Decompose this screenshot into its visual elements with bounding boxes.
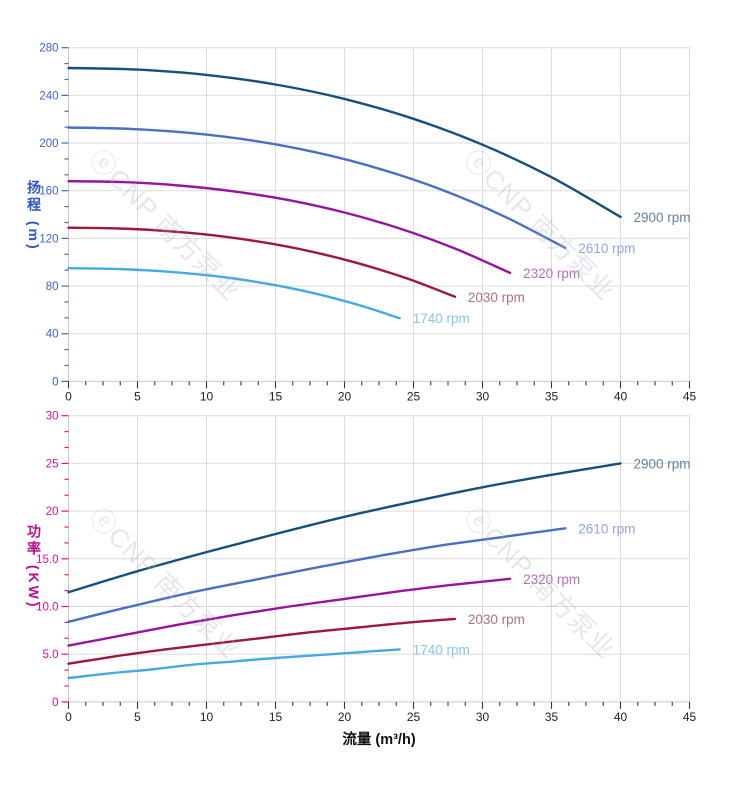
y-ticks [61, 415, 69, 703]
x-tick-label: 25 [407, 389, 421, 403]
y-tick-label: 120 [39, 233, 58, 245]
curve-label-1740-rpm: 1740 rpm [413, 311, 470, 326]
x-tick-label: 45 [683, 389, 697, 403]
x-tick-label: 0 [65, 710, 72, 724]
y-tick-label: 200 [39, 138, 58, 150]
curve-2320-rpm [67, 577, 512, 647]
curve-label-2610-rpm: 2610 rpm [578, 241, 635, 256]
x-tick-label: 40 [614, 710, 628, 724]
curve-2900-rpm [67, 462, 622, 594]
curve-label-2030-rpm: 2030 rpm [468, 290, 525, 305]
power-axis-title: 功率 (KW) [26, 524, 42, 610]
y-tick-label: 25 [46, 458, 59, 470]
y-tick-label: 30 [46, 411, 59, 423]
x-tick-label: 20 [338, 389, 352, 403]
curve-label-2320-rpm: 2320 rpm [523, 572, 580, 587]
curve-1740-rpm [67, 267, 401, 320]
curve-label-2320-rpm: 2320 rpm [523, 266, 580, 281]
x-ticks [67, 381, 691, 389]
x-tick-label: 10 [200, 710, 214, 724]
curve-2610-rpm [67, 527, 567, 623]
curve-2900-rpm [67, 66, 622, 219]
curve-label-2900-rpm: 2900 rpm [634, 456, 691, 471]
curve-label-2030-rpm: 2030 rpm [468, 612, 525, 627]
gridlines [68, 415, 690, 702]
curve-label-2900-rpm: 2900 rpm [634, 210, 691, 225]
y-tick-label: 80 [46, 281, 59, 293]
y-tick-label: 240 [39, 90, 58, 102]
x-tick-label: 30 [476, 389, 490, 403]
y-tick-label: 280 [39, 43, 58, 55]
x-tick-label: 40 [614, 389, 628, 403]
x-tick-label: 0 [65, 389, 72, 403]
y-tick-label: 5.0 [43, 649, 59, 661]
x-ticks [67, 701, 691, 709]
flow-axis-title: 流量 (m³/h) [342, 732, 416, 748]
x-tick-label: 15 [269, 710, 283, 724]
chart-power-curves: 0 5.0 10.0 15.0 20 25 30 0 5 10 15 20 25 30 35 40 45 2900… [36, 411, 696, 724]
x-tick-label: 25 [407, 710, 421, 724]
x-tick-label: 5 [134, 710, 141, 724]
curve-label-2610-rpm: 2610 rpm [578, 521, 635, 536]
x-tick-label: 35 [545, 710, 559, 724]
x-tick-label: 30 [476, 710, 490, 724]
y-tick-label: 0 [52, 376, 58, 388]
y-tick-label: 0 [52, 697, 58, 709]
x-tick-label: 35 [545, 389, 559, 403]
x-tick-label: 5 [134, 389, 141, 403]
x-tick-label: 20 [338, 710, 352, 724]
y-tick-label: 160 [39, 186, 58, 198]
curve-2030-rpm [67, 617, 457, 665]
y-tick-label: 15.0 [36, 554, 58, 566]
curve-label-1740-rpm: 1740 rpm [413, 642, 470, 657]
curve-2320-rpm [67, 180, 512, 275]
chart-head-curves: 0 40 80 120 160 200 240 280 0 5 10 15 20 25 30 35 40 45 29… [39, 43, 696, 404]
y-tick-label: 20 [46, 506, 59, 518]
y-tick-label: 10.0 [36, 602, 58, 614]
head-axis-title: 扬程 (m) [26, 180, 42, 252]
x-tick-label: 15 [269, 389, 283, 403]
gridlines [68, 47, 690, 382]
y-ticks [61, 47, 69, 382]
y-tick-label: 40 [46, 329, 59, 341]
curve-2030-rpm [67, 226, 457, 298]
curve-2610-rpm [67, 126, 567, 250]
x-tick-label: 10 [200, 389, 214, 403]
x-tick-label: 45 [683, 710, 697, 724]
curve-1740-rpm [67, 648, 401, 680]
